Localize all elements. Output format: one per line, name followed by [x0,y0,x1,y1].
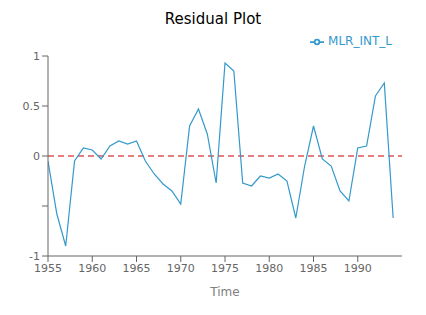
svg-text:1990: 1990 [344,262,372,275]
svg-text:1980: 1980 [255,262,283,275]
svg-text:1965: 1965 [123,262,151,275]
svg-text:1975: 1975 [211,262,239,275]
svg-text:1960: 1960 [78,262,106,275]
svg-text:1985: 1985 [300,262,328,275]
html-text:Residual Plot: Residual Plot [164,10,262,28]
svg-text:0: 0 [33,150,40,163]
svg-text:1970: 1970 [167,262,195,275]
html-text:MLR_INT_L: MLR_INT_L [328,34,392,48]
svg-text:-1: -1 [29,250,40,263]
svg-text:1955: 1955 [34,262,62,275]
svg-text:Time: Time [209,285,239,299]
svg-text:1: 1 [33,50,40,63]
svg-text:0.5: 0.5 [23,100,41,113]
